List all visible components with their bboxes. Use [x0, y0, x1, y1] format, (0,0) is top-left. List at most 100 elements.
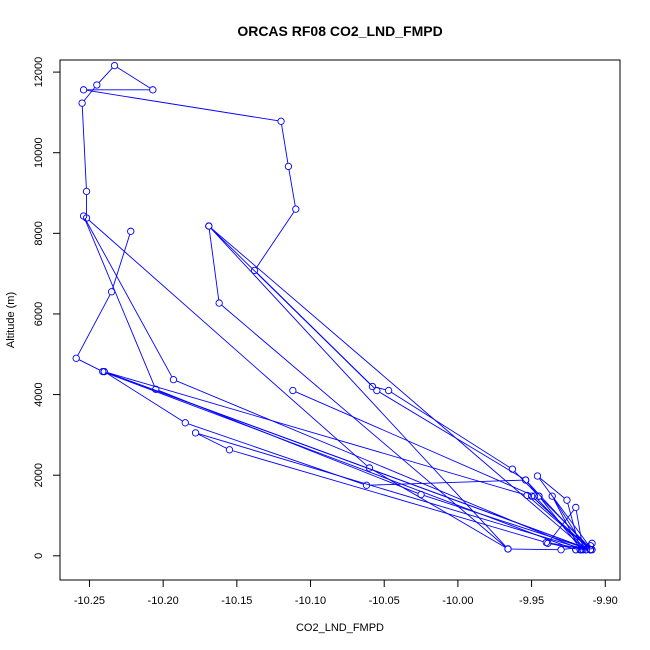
data-point [277, 117, 285, 125]
series-line-segment [198, 433, 227, 449]
y-tick-label: 10000 [33, 137, 45, 168]
data-point [362, 481, 371, 489]
data-point [578, 546, 586, 554]
data-point [169, 376, 178, 384]
data-point [384, 386, 393, 395]
series-line-segment [256, 211, 295, 268]
series-line-segment [112, 234, 131, 289]
series-line-segment [107, 372, 525, 495]
series-line-segment [211, 227, 584, 548]
series-line-segment [539, 478, 591, 548]
x-axis-label: CO2_LND_FMPD [296, 622, 384, 634]
data-point [152, 385, 160, 393]
data-point [284, 162, 293, 171]
data-point [72, 354, 80, 362]
data-point [522, 476, 530, 484]
data-point [588, 546, 596, 554]
series-line-segment [256, 272, 375, 389]
data-point [79, 86, 88, 94]
series-line-segment [198, 433, 583, 550]
data-point [99, 367, 107, 376]
series-line-segment [79, 359, 100, 371]
series-line-segment [232, 450, 544, 542]
x-tick-label: -9.95 [519, 595, 544, 607]
data-point [586, 542, 595, 550]
series-line-segment [106, 373, 183, 422]
series-line-segment [176, 380, 579, 549]
data-point [508, 465, 517, 473]
series-line-segment [84, 218, 155, 387]
data-point [82, 214, 91, 222]
data-point [181, 419, 189, 427]
x-tick-label: -9.90 [593, 595, 618, 607]
series-line-segment [281, 124, 289, 164]
data-point [572, 546, 580, 554]
series-line-segment [105, 372, 573, 549]
series-line-segment [529, 497, 589, 548]
series-line-segment [158, 390, 419, 494]
series-line-segment [81, 106, 87, 189]
y-axis: 0 2000 4000 6000 8000 10000 12000 [33, 57, 61, 559]
series-line-segment [208, 229, 220, 300]
y-tick-label: 12000 [33, 57, 45, 88]
y-axis-label: Altitude (m) [5, 292, 17, 348]
series-line-segment [88, 219, 368, 467]
data-point [586, 546, 595, 554]
series-line-segment [117, 67, 151, 89]
data-point [191, 429, 200, 437]
series-line-segment [536, 498, 585, 548]
series-line-segment [424, 495, 588, 550]
plot-frame [59, 59, 621, 581]
series-line-segment [391, 391, 510, 468]
data-point [82, 187, 91, 196]
data-point [527, 492, 536, 500]
y-tick-label: 8000 [33, 221, 45, 245]
data-point [225, 446, 234, 454]
chart-title: ORCAS RF08 CO2_LND_FMPD [237, 23, 442, 39]
y-tick-label: 2000 [33, 463, 45, 487]
plot-area [72, 61, 596, 554]
data-point [215, 299, 223, 307]
data-point [205, 222, 213, 230]
x-tick-label: -10.20 [148, 595, 179, 607]
data-point [557, 546, 565, 554]
series-line-segment [210, 228, 507, 547]
series-line-segment [379, 391, 524, 479]
data-point [533, 472, 542, 480]
x-tick-label: -10.00 [442, 595, 473, 607]
series-line-segment [86, 89, 278, 122]
data-point [582, 546, 590, 554]
data-point [78, 99, 86, 107]
x-tick-label: -10.15 [221, 595, 252, 607]
series-line-segment [77, 294, 111, 356]
data-point [250, 266, 259, 275]
series-line-segment [514, 471, 537, 495]
data-point [127, 227, 135, 235]
x-axis: -10.25 -10.20 -10.15 -10.10 -10.05 -10.00 -9.9… [74, 579, 618, 607]
data-point [289, 386, 297, 395]
data-point [504, 545, 512, 553]
data-point [542, 538, 550, 547]
y-tick-label: 0 [33, 553, 45, 559]
data-point [572, 503, 580, 512]
series-line-segment [295, 391, 532, 496]
data-point [365, 464, 374, 472]
x-tick-label: -10.05 [369, 595, 400, 607]
series-line-segment [98, 67, 113, 83]
data-point [523, 491, 531, 499]
data-point [373, 386, 381, 395]
data-point [417, 490, 425, 499]
data-point [535, 492, 543, 500]
series-line-segment [288, 169, 296, 206]
data-point [292, 205, 300, 213]
data-point [548, 492, 556, 500]
series-line-segment [539, 477, 565, 499]
data-point [544, 539, 552, 547]
data-point [93, 81, 101, 89]
data-point [530, 492, 539, 500]
y-tick-label: 4000 [33, 382, 45, 406]
data-point [107, 288, 116, 296]
x-tick-label: -10.25 [74, 595, 105, 607]
series-line-segment [372, 469, 506, 548]
